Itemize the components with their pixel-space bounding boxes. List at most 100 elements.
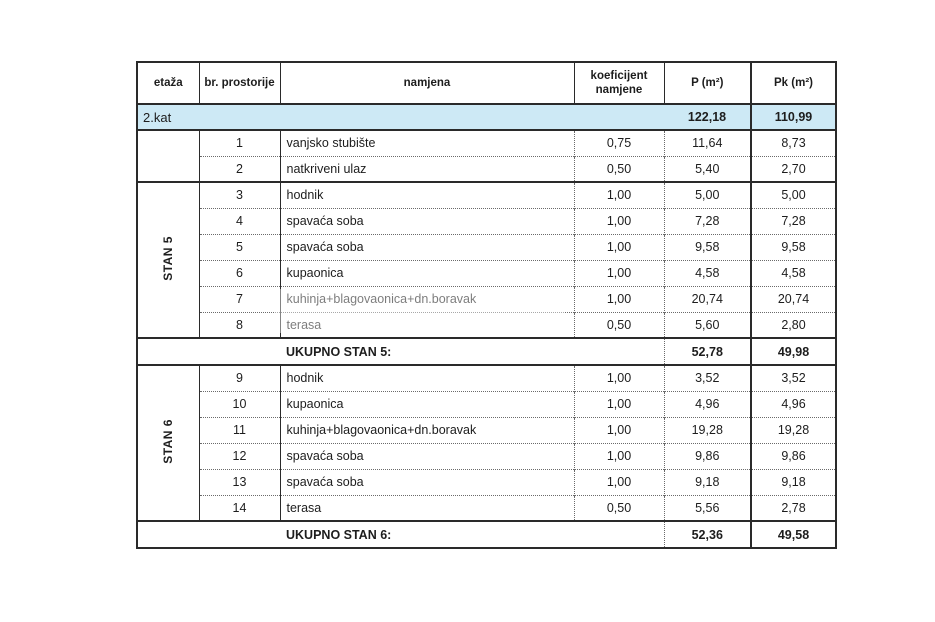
table-row: 13 spavaća soba 1,00 9,18 9,18 xyxy=(137,468,836,495)
cell-p: 5,60 xyxy=(664,311,752,338)
col-header-koeficijent: koeficijent namjene xyxy=(574,62,665,105)
col-header-pk-m2: Pk (m²) xyxy=(751,62,836,105)
cell-num: 10 xyxy=(199,390,281,417)
cell-num: 14 xyxy=(199,494,281,521)
cell-namjena: spavaća soba xyxy=(280,442,575,469)
header-row: etaža br. prostorije namjena koeficijent… xyxy=(137,62,836,105)
cell-namjena: spavaća soba xyxy=(280,468,575,495)
cell-num: 2 xyxy=(199,155,281,182)
table-row: STAN 6 9 hodnik 1,00 3,52 3,52 xyxy=(137,364,836,521)
area-table-sheet: etaža br. prostorije namjena koeficijent… xyxy=(136,61,837,549)
floor-p-total: 122,18 xyxy=(664,104,752,130)
table-row: 5 spavaća soba 1,00 9,58 9,58 xyxy=(137,233,836,260)
cell-num: 1 xyxy=(199,129,281,156)
cell-p: 4,96 xyxy=(664,390,752,417)
table-row: 14 terasa 0,50 5,56 2,78 xyxy=(137,494,836,521)
cell-p: 5,40 xyxy=(664,155,752,182)
cell-namjena: kuhinja+blagovaonica+dn.boravak xyxy=(280,416,575,443)
cell-num: 8 xyxy=(199,311,281,338)
cell-pk: 2,70 xyxy=(751,155,836,182)
table-row: 4 spavaća soba 1,00 7,28 7,28 xyxy=(137,207,836,234)
cell-namjena: kupaonica xyxy=(280,259,575,286)
col-header-p-m2: P (m²) xyxy=(664,62,752,105)
etaza-cell-stan6: STAN 6 xyxy=(137,364,200,521)
col-header-etaza: etaža xyxy=(137,62,200,105)
cell-namjena: vanjsko stubište xyxy=(280,129,575,156)
cell-pk: 9,86 xyxy=(751,442,836,469)
cell-p: 4,58 xyxy=(664,259,752,286)
cell-pk: 2,78 xyxy=(751,494,836,521)
cell-pk: 2,80 xyxy=(751,311,836,338)
floor-pk-total: 110,99 xyxy=(751,104,836,130)
table-row: 2 natkriveni ulaz 0,50 5,40 2,70 xyxy=(137,155,836,182)
stan5-total-label: UKUPNO STAN 5: xyxy=(137,337,665,365)
cell-num: 7 xyxy=(199,285,281,312)
col-header-namjena: namjena xyxy=(280,62,575,105)
table-row: STAN 5 3 hodnik 1,00 5,00 5,00 xyxy=(137,181,836,338)
cell-num: 3 xyxy=(199,181,281,208)
table-row: 7 kuhinja+blagovaonica+dn.boravak 1,00 2… xyxy=(137,285,836,312)
cell-koef: 0,75 xyxy=(574,129,665,156)
cell-koef: 1,00 xyxy=(574,259,665,286)
cell-num: 4 xyxy=(199,207,281,234)
cell-p: 5,00 xyxy=(664,181,752,208)
cell-p: 11,64 xyxy=(664,129,752,156)
cell-num: 11 xyxy=(199,416,281,443)
cell-pk: 7,28 xyxy=(751,207,836,234)
etaza-cell-stan5: STAN 5 xyxy=(137,181,200,338)
stan6-total-pk: 49,58 xyxy=(751,520,836,548)
col-header-br-prostorije: br. prostorije xyxy=(199,62,281,105)
cell-namjena: hodnik xyxy=(280,181,575,208)
cell-p: 7,28 xyxy=(664,207,752,234)
stan5-total-p: 52,78 xyxy=(664,337,752,365)
cell-p: 20,74 xyxy=(664,285,752,312)
cell-num: 6 xyxy=(199,259,281,286)
cell-num: 12 xyxy=(199,442,281,469)
cell-koef: 0,50 xyxy=(574,311,665,338)
cell-koef: 1,00 xyxy=(574,468,665,495)
floor-label: 2.kat xyxy=(137,104,664,130)
cell-pk: 4,58 xyxy=(751,259,836,286)
table-row: 1 vanjsko stubište 0,75 11,64 8,73 xyxy=(137,129,836,182)
cell-num: 13 xyxy=(199,468,281,495)
stan6-vertical-label: STAN 6 xyxy=(161,419,176,464)
cell-namjena: hodnik xyxy=(280,364,575,391)
cell-num: 9 xyxy=(199,364,281,391)
etaza-cell-common xyxy=(137,129,200,182)
cell-namjena: kupaonica xyxy=(280,390,575,417)
cell-koef: 0,50 xyxy=(574,155,665,182)
cell-pk: 20,74 xyxy=(751,285,836,312)
cell-p: 9,86 xyxy=(664,442,752,469)
cell-koef: 1,00 xyxy=(574,285,665,312)
cell-p: 3,52 xyxy=(664,364,752,391)
table-row: 12 spavaća soba 1,00 9,86 9,86 xyxy=(137,442,836,469)
stan6-total-label: UKUPNO STAN 6: xyxy=(137,520,665,548)
cell-koef: 1,00 xyxy=(574,442,665,469)
cell-koef: 1,00 xyxy=(574,233,665,260)
cell-pk: 3,52 xyxy=(751,364,836,391)
cell-koef: 1,00 xyxy=(574,364,665,391)
cell-namjena: spavaća soba xyxy=(280,207,575,234)
cell-pk: 8,73 xyxy=(751,129,836,156)
cell-namjena: natkriveni ulaz xyxy=(280,155,575,182)
cell-namjena: terasa xyxy=(280,311,575,338)
cell-p: 19,28 xyxy=(664,416,752,443)
cell-pk: 9,58 xyxy=(751,233,836,260)
cell-koef: 1,00 xyxy=(574,207,665,234)
cell-namjena: spavaća soba xyxy=(280,233,575,260)
stan6-total-row: UKUPNO STAN 6: 52,36 49,58 xyxy=(137,520,836,548)
area-calculation-table: etaža br. prostorije namjena koeficijent… xyxy=(136,61,837,549)
table-row: 6 kupaonica 1,00 4,58 4,58 xyxy=(137,259,836,286)
cell-koef: 1,00 xyxy=(574,181,665,208)
cell-namjena: terasa xyxy=(280,494,575,521)
cell-p: 9,18 xyxy=(664,468,752,495)
cell-namjena: kuhinja+blagovaonica+dn.boravak xyxy=(280,285,575,312)
cell-koef: 0,50 xyxy=(574,494,665,521)
floor-band-row: 2.kat 122,18 110,99 xyxy=(137,104,836,130)
table-row: 8 terasa 0,50 5,60 2,80 xyxy=(137,311,836,338)
stan5-vertical-label: STAN 5 xyxy=(161,236,176,281)
stan6-total-p: 52,36 xyxy=(664,520,752,548)
cell-p: 9,58 xyxy=(664,233,752,260)
cell-koef: 1,00 xyxy=(574,390,665,417)
